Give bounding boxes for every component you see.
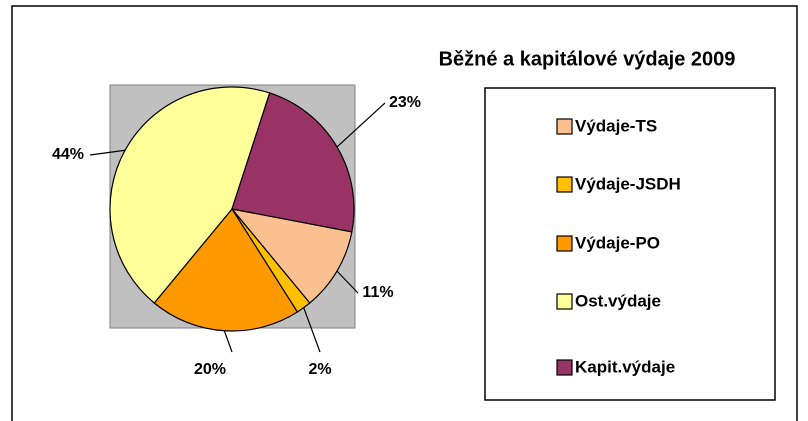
data-label: 23% [389,94,421,111]
data-label: 20% [194,361,226,378]
legend-label: Výdaje-TS [575,116,657,135]
leader-line [336,270,359,294]
data-label: 44% [52,146,84,163]
legend-swatch [556,235,573,252]
pie-slice [231,92,355,233]
legend-swatch [556,118,573,135]
legend-swatch [556,359,573,376]
leader-line [223,330,233,353]
legend-label: Výdaje-JSDH [575,174,681,193]
legend-label: Ost.výdaje [575,291,661,310]
legend-label: Kapit.výdaje [575,357,675,376]
data-label: 2% [308,361,331,378]
chart-title: Běžné a kapitálové výdaje 2009 [439,48,736,70]
legend-box [484,87,776,401]
pie-slice [153,207,299,332]
leader-line [89,149,126,156]
legend-swatch [556,176,573,193]
pie-slice [109,86,271,304]
legend-swatch [556,293,573,310]
legend-label: Výdaje-PO [575,233,660,252]
leader-line [336,102,386,148]
data-label: 11% [362,284,393,301]
leader-line [303,307,321,353]
